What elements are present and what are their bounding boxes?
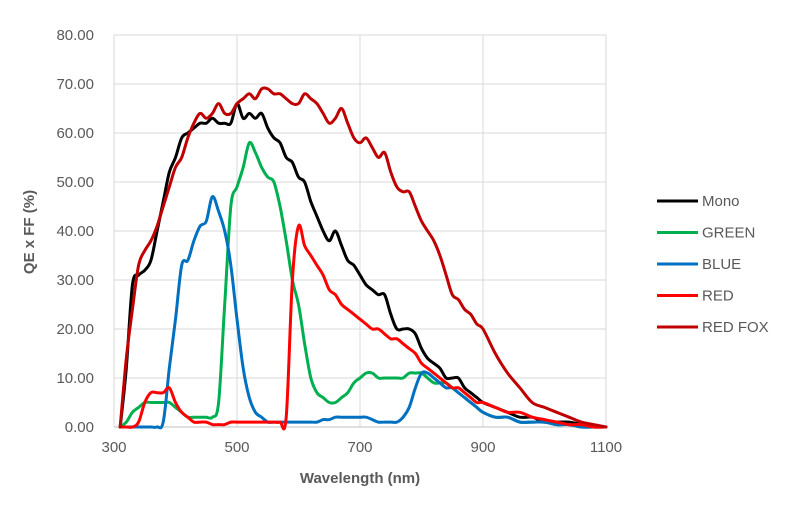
y-tick-label: 40.00 [56, 223, 94, 240]
x-tick-label: 500 [224, 439, 249, 456]
x-tick-label: 900 [470, 439, 495, 456]
series-line-blue [118, 195, 608, 430]
legend-label-mono: Mono [702, 193, 740, 210]
y-tick-label: 80.00 [56, 27, 94, 44]
x-tick-label: 700 [347, 439, 372, 456]
y-tick-labels: 0.00 10.00 20.00 30.00 40.00 50.00 60.00 70.00 8… [56, 27, 94, 436]
series-line-mono [118, 102, 608, 429]
y-tick-label: 70.00 [56, 76, 94, 93]
x-tick-label: 300 [101, 439, 126, 456]
legend: Mono GREEN BLUE RED RED FOX [657, 193, 769, 336]
y-tick-label: 60.00 [56, 125, 94, 142]
y-tick-label: 20.00 [56, 321, 94, 338]
gridlines [113, 34, 607, 428]
x-tick-label: 1100 [590, 439, 622, 456]
x-axis-title: Wavelength (nm) [300, 470, 420, 487]
series-line-red-fox [118, 86, 608, 429]
series-line-red [118, 223, 608, 431]
legend-label-green: GREEN [702, 225, 755, 242]
y-tick-label: 50.00 [56, 174, 94, 191]
x-tick-labels: 300 500 700 900 1100 [101, 439, 622, 456]
series-lines [118, 86, 608, 431]
y-tick-label: 30.00 [56, 272, 94, 289]
y-tick-label: 10.00 [56, 370, 94, 387]
legend-label-red: RED [702, 288, 734, 305]
y-axis-title: QE x FF (%) [21, 190, 38, 274]
legend-label-red-fox: RED FOX [702, 319, 769, 336]
y-tick-label: 0.00 [65, 419, 94, 436]
series-line-green [118, 140, 608, 429]
legend-label-blue: BLUE [702, 256, 741, 273]
